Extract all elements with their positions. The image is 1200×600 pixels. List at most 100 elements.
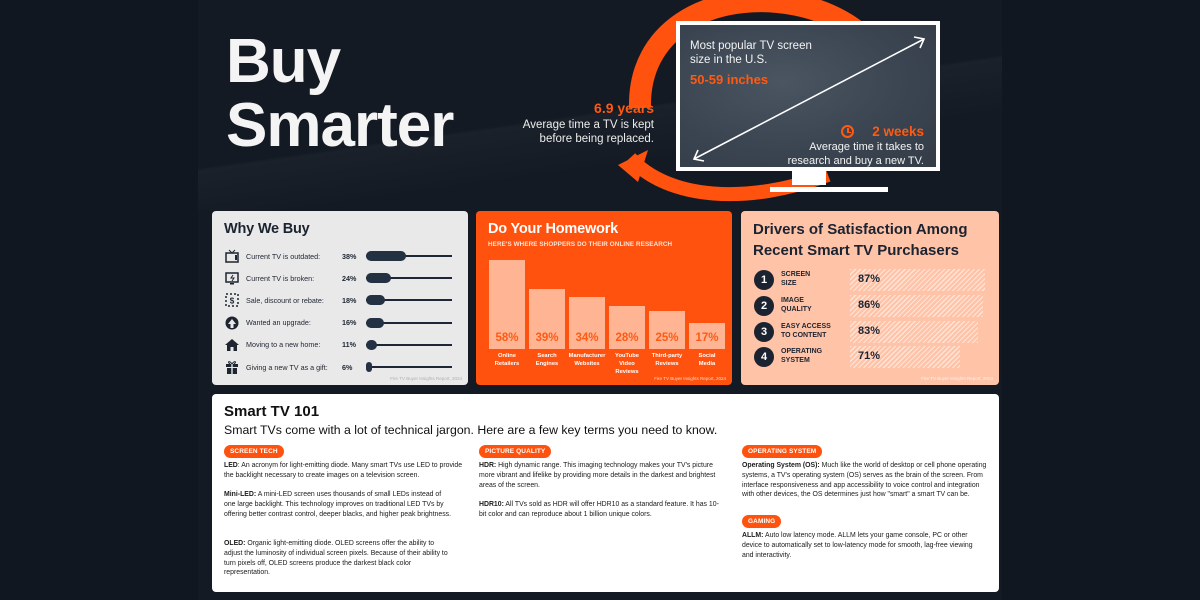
rank-badge: 2: [754, 296, 774, 316]
homework-subtitle: HERE'S WHERE SHOPPERS DO THEIR ONLINE RE…: [488, 241, 673, 248]
stat-research-time: 2 weeks Average time it takes to researc…: [788, 124, 924, 168]
why-bar: [366, 273, 452, 284]
svg-text:$: $: [230, 297, 235, 306]
why-bar: [366, 251, 452, 262]
homework-bar: 58%: [489, 260, 525, 349]
hero-title-line2: Smarter: [226, 91, 454, 160]
why-row: Current TV is broken: 24%: [224, 267, 460, 289]
tag-operating-system: OPERATING SYSTEM: [742, 445, 823, 458]
satisfaction-label: IMAGE QUALITY: [781, 297, 812, 313]
source-note: Fire TV Buyer Insights Report, 2024: [921, 376, 993, 381]
smart-tv-101-title: Smart TV 101: [224, 403, 320, 420]
upgrade-arrow-icon: [224, 315, 240, 331]
satisfaction-title-line1: Drivers of Satisfaction Among: [753, 221, 968, 238]
why-label: Moving to a new home:: [246, 340, 321, 350]
why-pct: 16%: [342, 318, 357, 328]
screen-size-label-line1: Most popular TV screen: [690, 40, 812, 52]
why-pct: 6%: [342, 362, 353, 372]
satisfaction-row: 4 OPERATING SYSTEM 71%: [754, 346, 990, 368]
years-desc-line1: Average time a TV is kept: [522, 119, 654, 131]
tv-stand-neck: [792, 171, 826, 185]
rank-badge: 4: [754, 347, 774, 367]
stat-years-kept: 6.9 years Average time a TV is kept befo…: [498, 100, 654, 146]
why-pct: 38%: [342, 251, 357, 261]
why-row: Giving a new TV as a gift: 6%: [224, 356, 460, 378]
satisfaction-pct: 87%: [858, 273, 881, 285]
homework-bar-label: Social Media: [698, 353, 716, 368]
satisfaction-pct: 71%: [858, 350, 881, 362]
homework-bar: 34%: [569, 297, 605, 349]
satisfaction-bar: [850, 269, 985, 291]
source-note: Fire TV Buyer Insights Report, 2024: [390, 376, 462, 381]
hero-title-line1: Buy: [226, 27, 341, 96]
satisfaction-row: 2 IMAGE QUALITY 86%: [754, 295, 990, 317]
years-desc-line2: before being replaced.: [539, 133, 654, 145]
why-row: $ Sale, discount or rebate: 18%: [224, 289, 460, 311]
term-allm: ALLM: Auto low latency mode. ALLM lets y…: [742, 532, 973, 559]
homework-bar: 39%: [529, 289, 565, 349]
term-hdr: HDR: High dynamic range. This imaging te…: [479, 462, 716, 489]
why-row: Wanted an upgrade: 16%: [224, 312, 460, 334]
why-label: Current TV is broken:: [246, 273, 315, 283]
homework-bar-chart: 58% 39% 34% 28% 25% 17%: [489, 259, 725, 349]
satisfaction-pct: 86%: [858, 299, 881, 311]
source-note: Fire TV Buyer Insights Report, 2024: [654, 376, 726, 381]
term-hdr10: HDR10: All TVs sold as HDR will offer HD…: [479, 501, 719, 518]
why-bar: [366, 362, 452, 373]
why-bar: [366, 317, 452, 328]
screen-size-label: Most popular TV screen size in the U.S.: [690, 39, 830, 67]
term-oled: OLED: Organic light-emitting diode. OLED…: [224, 540, 448, 577]
why-pct: 11%: [342, 340, 356, 350]
satisfaction-label: OPERATING SYSTEM: [781, 348, 823, 364]
why-bar: [366, 295, 452, 306]
why-row: Moving to a new home: 11%: [224, 334, 460, 356]
diagonal-arrow-icon: [692, 36, 926, 162]
satisfaction-label: SCREEN SIZE: [781, 271, 811, 287]
why-row: Current TV is outdated: 38%: [224, 245, 460, 267]
smart-tv-101-card: Smart TV 101 Smart TVs come with a lot o…: [212, 394, 999, 592]
homework-bar: 17%: [689, 323, 725, 349]
homework-bar: 28%: [609, 306, 645, 349]
house-icon: [224, 337, 240, 353]
why-we-buy-list: Current TV is outdated: 38% Current TV i…: [224, 245, 460, 378]
weeks-desc-line2: research and buy a new TV.: [787, 154, 924, 167]
weeks-desc-line1: Average time it takes to: [809, 141, 924, 153]
homework-bar-label: YouTube Video Reviews: [615, 353, 639, 376]
homework-bar-label: Search Engines: [535, 353, 559, 368]
tv-illustration: Most popular TV screen size in the U.S. …: [676, 21, 940, 171]
why-pct: 18%: [342, 295, 357, 305]
homework-title: Do Your Homework: [488, 221, 619, 237]
satisfaction-title-line2: Recent Smart TV Purchasers: [753, 242, 959, 259]
satisfaction-card: Drivers of Satisfaction Among Recent Sma…: [741, 211, 999, 385]
satisfaction-bar: [850, 346, 960, 368]
homework-bar-label: Third-party Reviews: [651, 353, 683, 368]
why-bar: [366, 339, 452, 350]
satisfaction-title: Drivers of Satisfaction Among Recent Sma…: [753, 219, 993, 261]
outdated-tv-icon: [224, 248, 240, 264]
tag-screen-tech: SCREEN TECH: [224, 445, 284, 458]
term-led: LED: An acronym for light-emitting diode…: [224, 462, 463, 479]
homework-bar-label: Manufacturer Websites: [568, 353, 606, 368]
why-label: Giving a new TV as a gift:: [246, 362, 328, 372]
why-we-buy-card: Why We Buy Current TV is outdated: 38% C…: [212, 211, 468, 385]
years-value: 6.9 years: [594, 100, 654, 116]
clock-icon: [841, 125, 855, 138]
homework-bar: 25%: [649, 311, 685, 349]
satisfaction-pct: 83%: [858, 325, 881, 337]
do-your-homework-card: Do Your Homework HERE'S WHERE SHOPPERS D…: [476, 211, 732, 385]
gift-icon: [224, 359, 240, 375]
weeks-value: 2 weeks: [872, 124, 924, 139]
satisfaction-row: 3 EASY ACCESS TO CONTENT 83%: [754, 321, 990, 343]
homework-bar-label: Online Retailers: [494, 353, 520, 368]
tv-stand-base: [770, 187, 888, 192]
why-pct: 24%: [342, 273, 357, 283]
satisfaction-bar: [850, 321, 978, 343]
why-label: Sale, discount or rebate:: [246, 295, 324, 305]
satisfaction-bar: [850, 295, 983, 317]
hero-title: Buy Smarter: [226, 27, 454, 160]
tag-gaming: GAMING: [742, 515, 782, 528]
screen-size-value: 50-59 inches: [690, 72, 769, 87]
why-we-buy-title: Why We Buy: [224, 221, 310, 237]
broken-tv-icon: [224, 270, 240, 286]
screen-size-label-line2: size in the U.S.: [690, 54, 768, 66]
